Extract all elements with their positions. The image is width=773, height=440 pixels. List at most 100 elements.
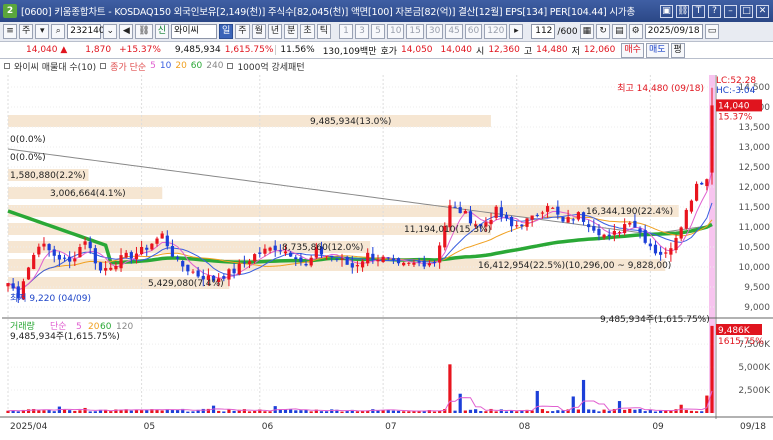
help-icon[interactable]: ? [708,4,721,18]
volume-pct-tag-label: 1615.75% [718,337,764,347]
date-input[interactable]: 2025/09/18 [644,24,703,39]
minute-5-button[interactable]: 5 [370,24,385,39]
save-icon[interactable]: ▤ [612,24,627,39]
window-controls: ▣ ⛓ T ? – □ ✕ [660,0,773,22]
candle-body [283,251,288,254]
y-tick-label: 12,000 [739,183,771,193]
candle-body [83,241,87,245]
volume-bar [222,411,226,413]
period-year-button[interactable]: 년 [267,24,283,39]
minute-10-button[interactable]: 10 [386,24,405,39]
window-icon[interactable]: ▣ [660,4,673,18]
candle-body [566,217,570,223]
candle-body [227,269,231,280]
menu-icon[interactable]: ≡ [3,24,17,39]
count-total-label: /600 [557,26,578,37]
candle-body [129,252,133,259]
minimize-icon[interactable]: – [724,4,737,18]
candle-body [561,216,565,222]
price-tag-label: 14,040 [718,101,750,111]
y-tick-label: 11,500 [739,203,771,213]
minute-120-button[interactable]: 120 [484,24,508,39]
volume-bar [581,379,586,413]
open-price: 12,360 [488,45,520,55]
period-minute-button[interactable]: 분 [284,24,299,39]
close-icon[interactable]: ✕ [756,4,769,18]
minute-1-button[interactable]: 1 [338,24,353,39]
candle-body [355,265,360,267]
volume-bar [289,409,293,413]
calendar-icon[interactable]: ▭ [704,24,720,39]
period-month-button[interactable]: 월 [251,24,266,39]
candle-body [694,183,699,201]
volume-tag-box [716,324,762,335]
x-tick-label: 08 [519,422,531,432]
period-tick-button[interactable]: 틱 [316,24,331,39]
volume-profile-bar [8,169,89,181]
link-chain-icon[interactable]: ⛓ [135,24,153,39]
settings-icon[interactable]: ⚙ [628,24,643,39]
stock-code-input[interactable]: 232140 [67,24,105,39]
eval-button[interactable]: 평 [670,42,685,58]
volume-bar [181,408,185,413]
link-icon[interactable]: ⛓ [676,4,689,18]
code-type-select[interactable]: 주 [19,24,34,39]
sell-button[interactable]: 매도 [645,42,669,58]
ma5-legend: 5 [150,61,156,71]
profile-legend[interactable]: 와이씨 매물대 수(10) [14,62,97,73]
volume-profile-bar [8,187,163,199]
candle-body [371,253,375,260]
count-input[interactable]: 112 [531,24,556,39]
period-week-button[interactable]: 주 [235,24,250,39]
candle-body [289,252,293,257]
candle-body [350,263,354,268]
minute-60-button[interactable]: 60 [464,24,483,39]
t-icon[interactable]: T [692,4,705,18]
volume-bar [705,395,709,413]
candle-body [201,275,205,280]
candle-body [412,262,416,265]
search-icon[interactable]: ⌕ [51,24,66,39]
stock-name-field[interactable]: 와이씨 [171,24,217,39]
candle-body [170,246,175,257]
period-day-button[interactable]: 일 [219,24,234,39]
candle-body [273,245,277,251]
candle-body [294,257,298,259]
candle-body [258,252,262,254]
volume-bar [26,409,31,413]
dropdown-icon[interactable]: ▾ [35,24,50,39]
volume-bar [62,409,67,413]
window-title: [0600] 키움종합차트 - KOSDAQ150 외국인보유[2,149(천)… [21,7,636,18]
speaker-icon[interactable]: ◀ [119,24,134,39]
minute-more-icon[interactable]: ▸ [509,24,524,39]
volume-bar [674,409,678,413]
restore-icon[interactable]: □ [740,4,753,18]
ma240-legend: 240 [206,61,224,71]
period-second-button[interactable]: 초 [300,24,315,39]
volume-bar [175,409,180,413]
volume-bar [52,411,56,413]
pattern-legend[interactable]: 1000억 강세패턴 [237,62,305,73]
code-search-icon[interactable]: ⌄ [103,24,118,39]
chart-toolbar: ≡ 주 ▾ ⌕ 232140 ⌄ ◀ ⛓ 신 와이씨 일 주 월 년 분 초 틱… [0,22,773,42]
minute-30-button[interactable]: 30 [425,24,444,39]
candle-body [628,222,632,225]
minute-3-button[interactable]: 3 [354,24,369,39]
minute-15-button[interactable]: 15 [406,24,424,39]
volume-bar [386,409,390,413]
minute-45-button[interactable]: 45 [445,24,463,39]
candle-body [700,182,704,185]
ma-legend-label[interactable]: 종가 단순 [110,62,147,73]
volume-profile-label: 8,735,860(12.0%) [282,243,363,253]
volume-bar [597,411,601,413]
volume-bar [155,409,159,413]
candle-body [458,207,462,214]
refresh-icon[interactable]: ↻ [596,24,611,39]
volume-bar [160,410,164,413]
chart-area[interactable]: 9,000 9,500 10,000 10,500 11,000 11,500 12,000… [0,73,773,440]
volume-bar [412,411,416,413]
y-tick-label: 13,500 [739,123,771,133]
candle-body [679,227,683,239]
buy-button[interactable]: 매수 [621,42,644,58]
grid-icon[interactable]: ▦ [579,24,595,39]
